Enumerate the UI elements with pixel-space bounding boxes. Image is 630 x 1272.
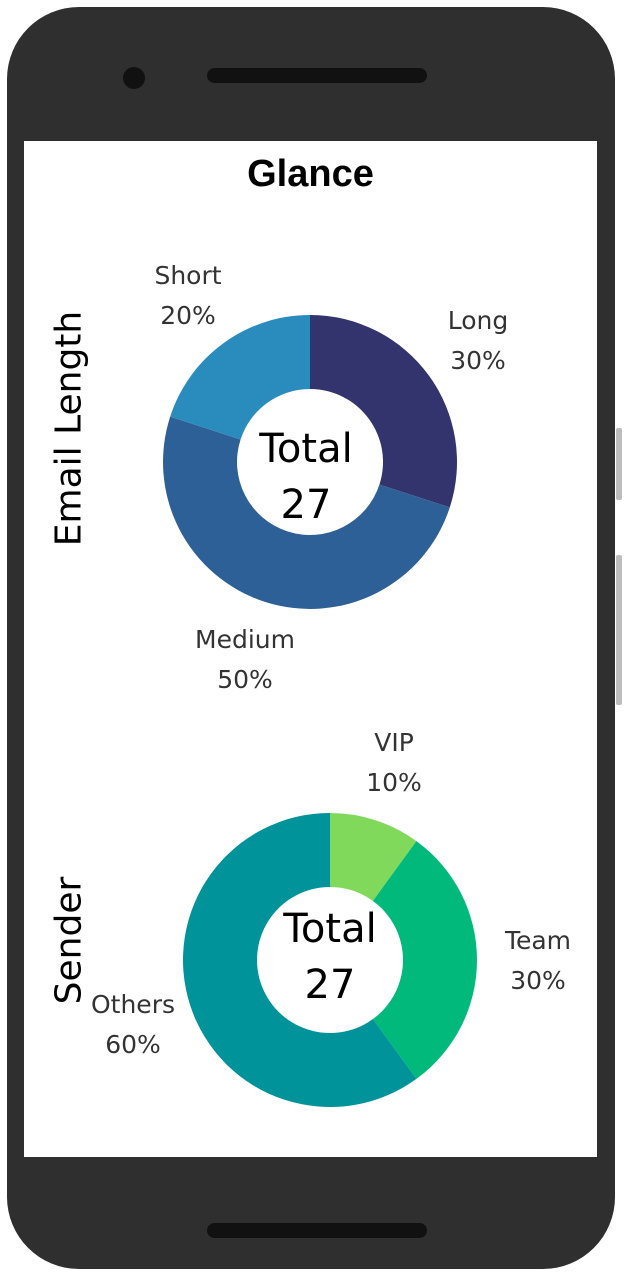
slice-label-others-value: 60% — [105, 1030, 161, 1059]
volume-button[interactable] — [616, 428, 622, 500]
slice-label-long-name: Long — [447, 306, 509, 335]
sender-center-label: Total — [283, 906, 377, 952]
slice-label-team: Team 30% — [463, 921, 613, 1001]
sender-donut-chart — [183, 812, 477, 1107]
slice-label-short: Short 20% — [113, 256, 263, 336]
speaker-grille — [207, 68, 427, 83]
sender-center-text: Total 27 — [230, 901, 430, 1013]
slice-label-short-value: 20% — [160, 301, 216, 330]
slice-label-medium-value: 50% — [217, 665, 273, 694]
donut-slice-others — [183, 812, 417, 1107]
sender-center-value: 27 — [304, 962, 356, 1008]
slice-label-team-value: 30% — [510, 966, 566, 995]
email-length-center-value: 27 — [280, 482, 332, 528]
slice-label-team-name: Team — [504, 926, 572, 955]
camera-icon — [123, 67, 145, 89]
donut-slice-vip — [330, 813, 417, 901]
slice-label-short-name: Short — [154, 261, 222, 290]
slice-label-vip-name: VIP — [374, 728, 414, 757]
email-length-center-label: Total — [259, 426, 353, 472]
slice-label-vip: VIP 10% — [319, 723, 469, 803]
slice-label-others: Others 60% — [58, 985, 208, 1065]
donut-slice-medium — [163, 416, 450, 609]
slice-label-medium-name: Medium — [195, 625, 295, 654]
email-length-center-text: Total 27 — [206, 421, 406, 533]
email-length-donut-chart — [163, 315, 457, 609]
slice-label-vip-value: 10% — [366, 768, 422, 797]
page-title: Glance — [247, 153, 374, 195]
donut-slice-long — [310, 315, 457, 508]
screen: Glance Email Length Total 27 Long 30% Me… — [24, 141, 597, 1157]
donut-slice-short — [170, 315, 310, 440]
slice-label-long: Long 30% — [403, 301, 553, 381]
slice-label-long-value: 30% — [450, 346, 506, 375]
donut-slice-team — [372, 841, 477, 1079]
power-button[interactable] — [616, 555, 622, 705]
slice-label-others-name: Others — [90, 990, 175, 1019]
slice-label-medium: Medium 50% — [170, 620, 320, 700]
home-bar[interactable] — [207, 1223, 427, 1238]
